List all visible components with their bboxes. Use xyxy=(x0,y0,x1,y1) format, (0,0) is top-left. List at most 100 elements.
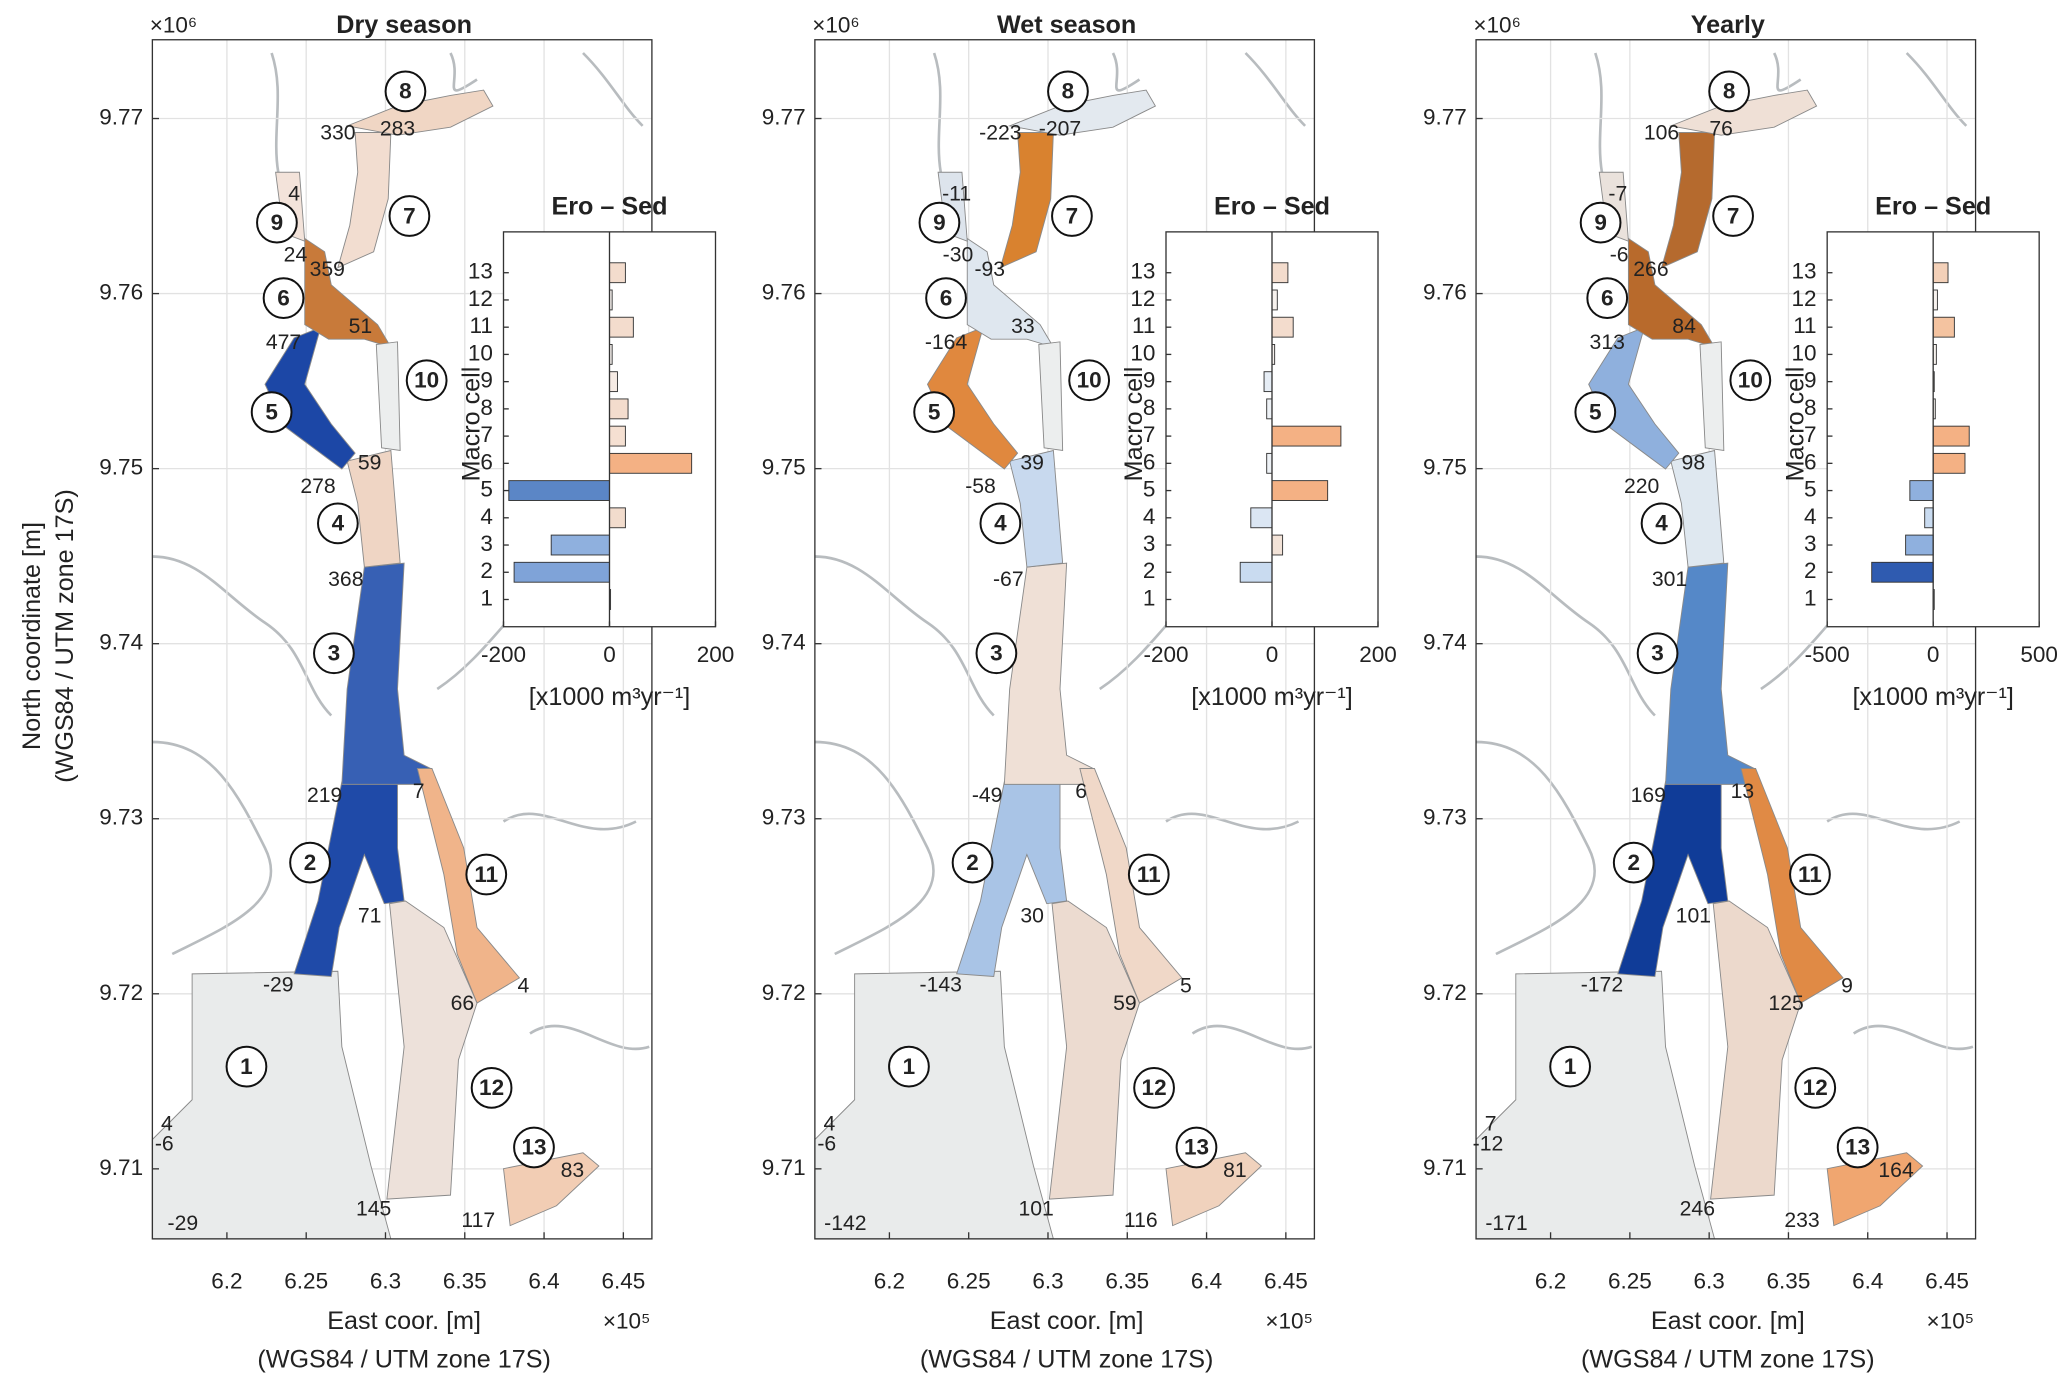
cell-number: 9 xyxy=(1594,210,1607,235)
x-axis-label: East coor. [m] xyxy=(990,1307,1144,1335)
cell-number: 12 xyxy=(479,1075,504,1100)
cell-marker xyxy=(979,502,1022,545)
inset-x-tick-label: 200 xyxy=(697,642,735,667)
boundary-flux-label: 13 xyxy=(1731,780,1755,803)
boundary-flux-label: 5 xyxy=(1180,975,1192,998)
x-tick-label: 6.25 xyxy=(284,1269,328,1294)
y-tick-label: 9.72 xyxy=(762,980,806,1005)
boundary-flux-label: -29 xyxy=(263,973,294,996)
boundary-flux-label: 83 xyxy=(561,1159,585,1182)
inset-category-label: 13 xyxy=(1792,259,1817,284)
bar xyxy=(1271,425,1342,447)
y-tick-label: 9.76 xyxy=(1423,280,1467,305)
cell-marker xyxy=(513,1126,555,1169)
cell-number: 5 xyxy=(1589,399,1602,424)
y-tick-label: 9.75 xyxy=(1423,455,1467,480)
cell-number: 7 xyxy=(403,203,416,228)
y-tick-label: 9.77 xyxy=(1423,104,1467,129)
inset-title: Ero – Sed xyxy=(551,193,667,221)
inset-category-label: 6 xyxy=(1804,449,1817,474)
boundary-flux-label: 313 xyxy=(1590,331,1625,354)
map-frame xyxy=(814,39,1316,1240)
cell-number: 7 xyxy=(1066,203,1079,228)
boundary-flux-label: -7 xyxy=(1608,182,1627,205)
boundary-flux-label: 219 xyxy=(307,784,342,807)
bar xyxy=(1266,398,1273,420)
bar xyxy=(1250,507,1273,529)
x-tick-label: 6.3 xyxy=(370,1269,401,1294)
boundary-flux-label: 7 xyxy=(413,780,425,803)
x-axis-label: (WGS84 / UTM zone 17S) xyxy=(1581,1345,1875,1373)
cell-number: 12 xyxy=(1803,1075,1828,1100)
cell-marker xyxy=(925,277,967,319)
y-tick-label: 9.74 xyxy=(1423,630,1467,655)
cell-marker xyxy=(256,201,298,244)
bar xyxy=(1909,480,1934,501)
boundary-flux-label: -171 xyxy=(1485,1212,1527,1235)
cell-number: 10 xyxy=(414,368,439,393)
cell-number: 3 xyxy=(1651,641,1664,666)
boundary-flux-label: 117 xyxy=(461,1209,495,1232)
boundary-flux-label: -93 xyxy=(974,258,1005,281)
inset-title: Ero – Sed xyxy=(1875,193,1991,221)
cell-number: 3 xyxy=(990,641,1003,666)
x-tick-label: 6.45 xyxy=(1925,1269,1969,1294)
channel xyxy=(1476,555,1656,717)
y-tick-label: 9.77 xyxy=(99,104,143,129)
cell-marker xyxy=(951,841,994,884)
cell-number: 4 xyxy=(332,511,345,536)
river-cell xyxy=(375,341,401,452)
channel xyxy=(152,740,273,956)
y-axis-label: North coordinate [m] xyxy=(18,522,46,750)
inset-y-label: Macro cell xyxy=(1120,367,1148,482)
boundary-flux-label: 266 xyxy=(1633,258,1668,281)
x-tick-label: 6.3 xyxy=(1032,1269,1063,1294)
bar xyxy=(609,507,626,529)
cell-number: 4 xyxy=(994,511,1007,536)
bar xyxy=(609,425,626,447)
river-cell xyxy=(1009,449,1064,568)
cell-marker xyxy=(313,632,355,675)
boundary-flux-label: 233 xyxy=(1784,1209,1819,1232)
inset-category-label: 10 xyxy=(1792,340,1817,365)
cell-marker xyxy=(1636,632,1679,675)
cell-number: 13 xyxy=(1184,1135,1209,1160)
channel xyxy=(1244,52,1307,127)
inset-x-tick-label: 0 xyxy=(1927,642,1940,667)
y-axis-label: (WGS84 / UTM zone 17S) xyxy=(51,489,79,783)
river-cell xyxy=(1660,132,1716,269)
inset-category-label: 4 xyxy=(1143,504,1156,529)
river-cell xyxy=(1038,341,1064,452)
cell-marker xyxy=(1175,1126,1218,1169)
cell-number: 2 xyxy=(1627,850,1640,875)
cell-number: 1 xyxy=(240,1054,253,1079)
boundary-flux-label: -30 xyxy=(943,243,974,266)
inset-category-label: 6 xyxy=(480,449,493,474)
boundary-flux-label: 59 xyxy=(358,451,382,474)
boundary-flux-label: 33 xyxy=(1011,315,1035,338)
inset-category-label: 11 xyxy=(1793,313,1816,338)
channel xyxy=(1905,52,1968,127)
y-tick-label: 9.73 xyxy=(99,805,143,830)
cell-marker xyxy=(1133,1066,1175,1109)
river-cell xyxy=(386,900,478,1200)
boundary-flux-label: 330 xyxy=(320,121,355,144)
cell-marker xyxy=(225,1045,268,1088)
inset-category-label: 1 xyxy=(1804,585,1817,610)
cell-marker xyxy=(1708,70,1750,113)
inset-category-label: 9 xyxy=(1143,368,1156,393)
inset-x-tick-label: -200 xyxy=(1143,642,1188,667)
cell-marker xyxy=(250,391,293,433)
boundary-flux-label: 169 xyxy=(1631,784,1666,807)
boundary-flux-label: -223 xyxy=(979,121,1021,144)
boundary-flux-label: 106 xyxy=(1644,121,1679,144)
river-cell xyxy=(1617,781,1729,978)
boundary-flux-label: 101 xyxy=(1018,1197,1053,1220)
x-axis-label: East coor. [m] xyxy=(1651,1307,1805,1335)
cell-number: 8 xyxy=(399,79,412,104)
cell-marker xyxy=(1836,1126,1879,1169)
boundary-flux-label: 164 xyxy=(1878,1159,1914,1182)
boundary-flux-label: 220 xyxy=(1624,475,1659,498)
y-tick-label: 9.76 xyxy=(762,280,806,305)
inset-category-label: 3 xyxy=(1804,531,1817,556)
